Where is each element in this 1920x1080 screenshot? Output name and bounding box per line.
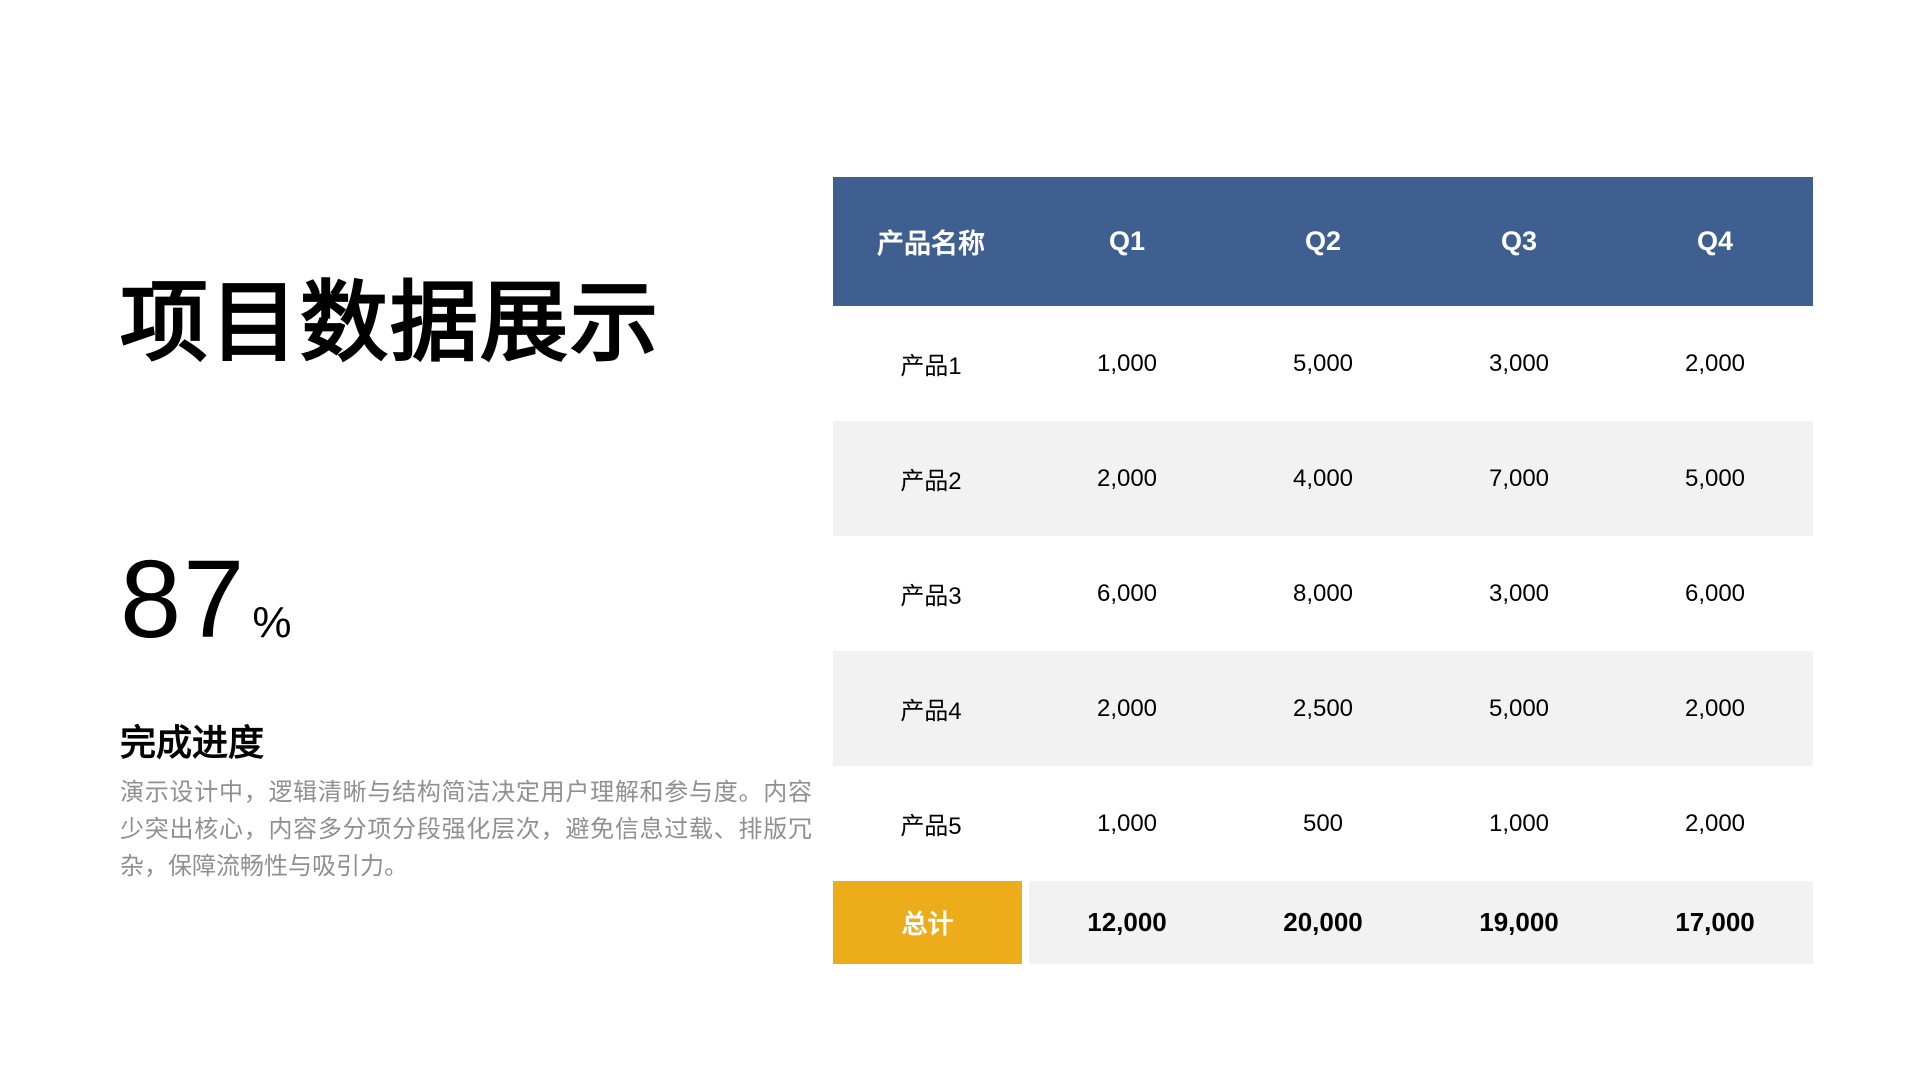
cell-value: 2,000 bbox=[1096, 464, 1158, 492]
row-label: 产品5 bbox=[900, 813, 962, 840]
table-header-row: 产品名称 Q1 Q2 Q3 Q4 bbox=[833, 177, 1813, 306]
header-cell-product-name: 产品名称 bbox=[877, 229, 985, 259]
total-value: 19,000 bbox=[1421, 881, 1617, 964]
cell-value: 1,000 bbox=[1488, 809, 1550, 837]
table-total-row: 总计 12,000 20,000 19,000 17,000 bbox=[833, 881, 1813, 964]
cell-value: 4,000 bbox=[1292, 464, 1354, 492]
total-value: 20,000 bbox=[1225, 881, 1421, 964]
cell-value: 6,000 bbox=[1684, 579, 1746, 607]
left-column: 项目数据展示 87% 完成进度 演示设计中，逻辑清晰与结构简洁决定用户理解和参与… bbox=[120, 0, 820, 1080]
stat-description: 演示设计中，逻辑清晰与结构简洁决定用户理解和参与度。内容少突出核心，内容多分项分… bbox=[120, 779, 812, 880]
cell-value: 3,000 bbox=[1488, 579, 1550, 607]
total-value: 17,000 bbox=[1617, 881, 1813, 964]
cell-value: 6,000 bbox=[1096, 579, 1158, 607]
stat-unit: % bbox=[252, 598, 292, 647]
cell-value: 500 bbox=[1302, 809, 1344, 837]
cell-value: 1,000 bbox=[1096, 809, 1158, 837]
cell-value: 2,000 bbox=[1684, 694, 1746, 722]
cell-value: 2,500 bbox=[1292, 694, 1354, 722]
row-label: 产品1 bbox=[900, 353, 962, 380]
table-row: 产品2 2,000 4,000 7,000 5,000 bbox=[833, 421, 1813, 536]
cell-value: 5,000 bbox=[1292, 349, 1354, 377]
stat-value: 87 bbox=[120, 538, 247, 661]
table-row: 产品3 6,000 8,000 3,000 6,000 bbox=[833, 536, 1813, 651]
row-label: 产品4 bbox=[900, 698, 962, 725]
row-label: 产品2 bbox=[900, 468, 962, 495]
header-cell-q4: Q4 bbox=[1696, 226, 1734, 256]
product-data-table: 产品名称 Q1 Q2 Q3 Q4 产品1 1,000 5,000 3,000 2… bbox=[833, 177, 1813, 964]
cell-value: 3,000 bbox=[1488, 349, 1550, 377]
cell-value: 1,000 bbox=[1096, 349, 1158, 377]
header-cell-q3: Q3 bbox=[1500, 226, 1538, 256]
total-value: 12,000 bbox=[1029, 881, 1225, 964]
header-cell-q2: Q2 bbox=[1304, 226, 1342, 256]
cell-value: 2,000 bbox=[1096, 694, 1158, 722]
row-label: 产品3 bbox=[900, 583, 962, 610]
table-row: 产品5 1,000 500 1,000 2,000 bbox=[833, 766, 1813, 881]
total-label: 总计 bbox=[833, 881, 1029, 964]
stat-caption: 完成进度 bbox=[120, 722, 265, 763]
header-cell-q1: Q1 bbox=[1108, 226, 1146, 256]
cell-value: 5,000 bbox=[1684, 464, 1746, 492]
cell-value: 8,000 bbox=[1292, 579, 1354, 607]
cell-value: 2,000 bbox=[1684, 809, 1746, 837]
table-row: 产品1 1,000 5,000 3,000 2,000 bbox=[833, 306, 1813, 421]
cell-value: 5,000 bbox=[1488, 694, 1550, 722]
table-row: 产品4 2,000 2,500 5,000 2,000 bbox=[833, 651, 1813, 766]
cell-value: 2,000 bbox=[1684, 349, 1746, 377]
cell-value: 7,000 bbox=[1488, 464, 1550, 492]
page-title: 项目数据展示 bbox=[120, 273, 661, 372]
completion-stat: 87% bbox=[120, 545, 291, 655]
